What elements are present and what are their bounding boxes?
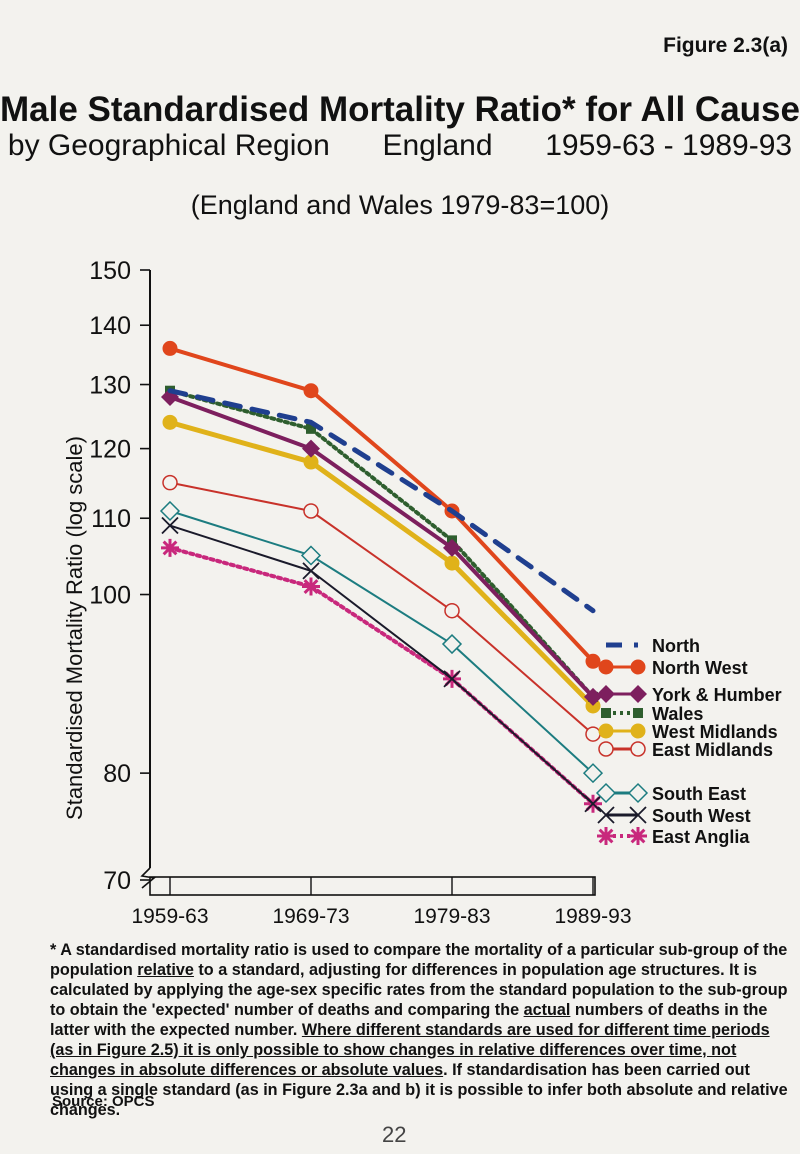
legend-label-east-anglia: East Anglia (652, 827, 750, 847)
point-south-east-marker (582, 763, 604, 784)
y-tick-label: 110 (91, 505, 131, 533)
point-east-midlands-marker (585, 726, 601, 742)
footnote-standards-note: Where different standards are used for d… (50, 1021, 770, 1079)
legend-york-humber-marker (629, 685, 647, 703)
point-south-east-marker (300, 545, 322, 566)
point-south-west-marker (443, 670, 461, 688)
point-wales-marker (306, 423, 316, 434)
x-tick-label: 1969-73 (272, 905, 349, 928)
legend-south-west-marker (597, 806, 615, 824)
y-tick-label: 100 (89, 582, 131, 610)
legend-label-south-east: South East (652, 784, 746, 804)
point-east-midlands-marker (162, 474, 178, 491)
y-tick-label: 150 (89, 257, 131, 285)
point-south-east-marker (159, 500, 181, 522)
page-number: 22 (382, 1122, 407, 1147)
y-tick-label: 120 (89, 436, 131, 464)
point-west-midlands-marker (162, 414, 178, 430)
source-note: Source: OPCS (52, 1093, 155, 1110)
baseline-note: (England and Wales 1979-83=100) (190, 190, 610, 220)
legend-south-west-marker (629, 806, 647, 824)
legend-york-humber-marker (597, 685, 615, 703)
y-tick-label: 80 (103, 760, 131, 788)
y-tick-label: 130 (89, 372, 131, 400)
legend-east-anglia-marker (597, 827, 615, 845)
point-south-west-marker (584, 795, 602, 813)
footnote-part-3: numbers of deaths in the latter with the… (50, 1001, 768, 1039)
series-line-east-midlands (169, 481, 594, 736)
x-tick-label: 1989-93 (554, 905, 631, 928)
y-axis-label: Standardised Mortality Ratio (log scale) (62, 436, 87, 820)
figure-label: Figure 2.3(a) (663, 34, 788, 57)
series-line-north (167, 388, 596, 614)
series-line-york-humber (168, 394, 595, 699)
legend-label-west-midlands: West Midlands (652, 722, 778, 742)
footnote-actual: actual (523, 1001, 571, 1019)
point-south-west-marker (161, 516, 179, 535)
legend-wales-marker (601, 708, 611, 718)
legend-west-midlands-marker (598, 723, 614, 739)
point-york-humber-marker (443, 538, 461, 557)
point-east-midlands-marker (303, 503, 319, 519)
x-tick-label: 1979-83 (413, 905, 490, 928)
legend-wales-marker (633, 708, 643, 718)
y-tick-label: 70 (103, 867, 131, 895)
legend-north-west-marker (598, 659, 614, 675)
point-west-midlands-marker (444, 555, 460, 571)
point-north-west-marker (303, 383, 319, 399)
legend-label-north: North (652, 636, 700, 656)
point-east-anglia-marker (161, 538, 179, 557)
series-line-south-east (169, 509, 594, 775)
point-east-anglia-marker (302, 577, 320, 596)
legend-east-midlands-marker (598, 741, 614, 757)
footnote-relative: relative (137, 961, 194, 979)
point-north-west-marker (585, 653, 601, 669)
legend-label-south-west: South West (652, 806, 751, 826)
point-east-midlands-marker (444, 602, 460, 619)
footnote-part-1: * A standardised mortality ratio is used… (50, 941, 788, 979)
series-line-west-midlands (167, 419, 596, 709)
legend-north-west-marker (630, 659, 646, 675)
point-north-west-marker (162, 340, 178, 356)
footnote: * A standardised mortality ratio is used… (50, 940, 790, 1120)
legend-south-east-marker (595, 782, 617, 804)
x-axis-box (149, 876, 596, 896)
legend-east-anglia-marker (629, 827, 647, 845)
subtitle-period: 1959-63 - 1989-93 (545, 129, 793, 162)
chart-title: Male Standardised Mortality Ratio* for A… (0, 90, 800, 129)
footnote-part-2: to a standard, adjusting for differences… (50, 961, 788, 1019)
legend-east-midlands-marker (630, 741, 646, 757)
chart-subtitle: by Geographical Region England 1959-63 -… (0, 128, 800, 164)
series-line-wales (168, 388, 595, 699)
series-line-south-west (169, 524, 594, 805)
legend-south-east-marker (627, 782, 649, 804)
point-south-west-marker (302, 562, 320, 580)
series-line-north-west (168, 346, 595, 664)
point-south-east-marker (441, 633, 463, 655)
x-tick-label: 1959-63 (131, 905, 208, 928)
footnote-part-4: . If standardisation has been carried ou… (50, 1061, 788, 1119)
series-line-east-anglia (168, 545, 595, 806)
point-york-humber-marker (584, 687, 602, 706)
legend-label-north-west: North West (652, 658, 748, 678)
point-york-humber-marker (302, 439, 320, 458)
legend-west-midlands-marker (630, 723, 646, 739)
legend-label-wales: Wales (652, 704, 703, 724)
line-chart: 70 80 100 110 120 130 140 150 Standardised Morta… (62, 257, 782, 928)
y-tick-label: 140 (89, 312, 131, 340)
subtitle-region: by Geographical Region (7, 129, 330, 162)
y-axis-break-mark (140, 867, 156, 889)
legend-label-york-humber: York & Humber (652, 685, 782, 705)
legend-label-east-midlands: East Midlands (652, 740, 773, 760)
subtitle-country: England (382, 129, 493, 162)
